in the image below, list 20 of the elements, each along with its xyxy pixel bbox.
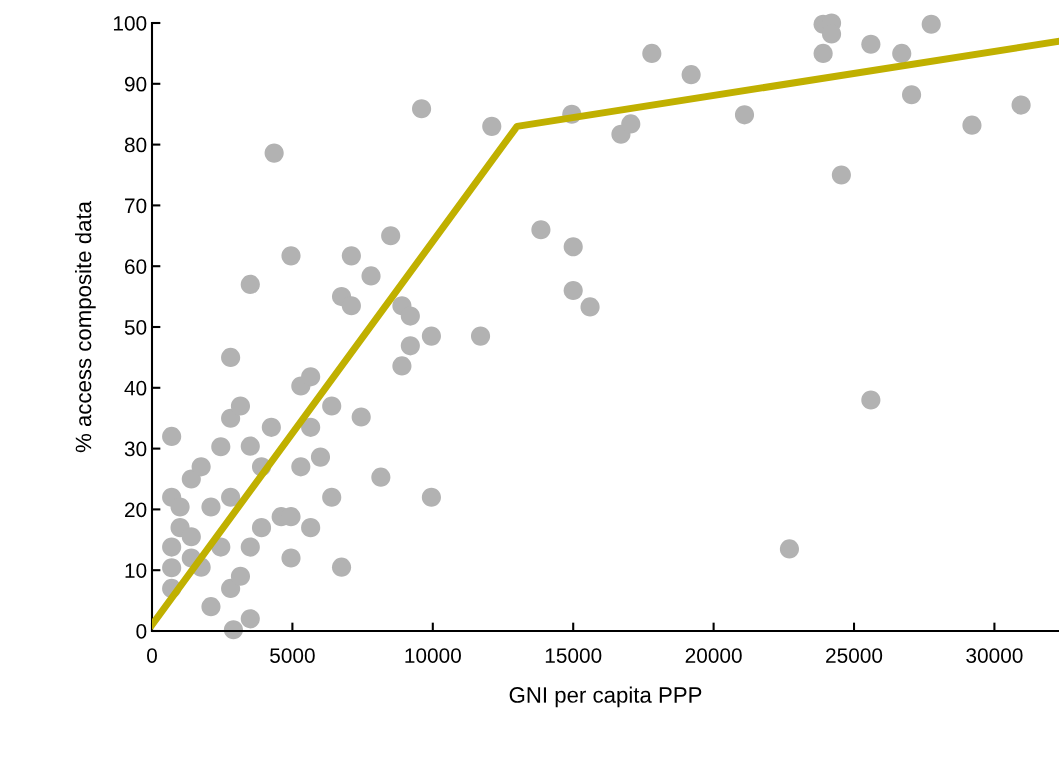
x-tick-label: 20000 — [685, 648, 742, 663]
y-tick-label: 100 — [113, 16, 147, 31]
y-tick-label: 30 — [124, 441, 147, 457]
y-tick-label: 90 — [124, 76, 147, 92]
y-tick-label: 10 — [125, 563, 147, 578]
y-tick-label: 60 — [125, 259, 147, 274]
x-axis-title: GNI per capita PPP — [509, 686, 702, 708]
y-tick-label: 40 — [124, 380, 147, 396]
y-tick-label: 80 — [124, 137, 147, 153]
x-tick-label: 30000 — [966, 648, 1023, 663]
y-tick-label: 50 — [124, 320, 147, 335]
x-tick-label: 0 — [147, 648, 157, 663]
x-tick-label: 15000 — [545, 648, 602, 663]
x-tick-label: 5000 — [270, 648, 315, 663]
y-tick-label: 0 — [136, 624, 147, 639]
y-tick-label: 70 — [125, 198, 147, 214]
x-tick-label: 10000 — [405, 648, 461, 663]
y-tick-label: 20 — [125, 502, 147, 518]
x-tick-label: 25000 — [826, 648, 883, 663]
y-axis-title: % access composite data — [75, 201, 96, 453]
